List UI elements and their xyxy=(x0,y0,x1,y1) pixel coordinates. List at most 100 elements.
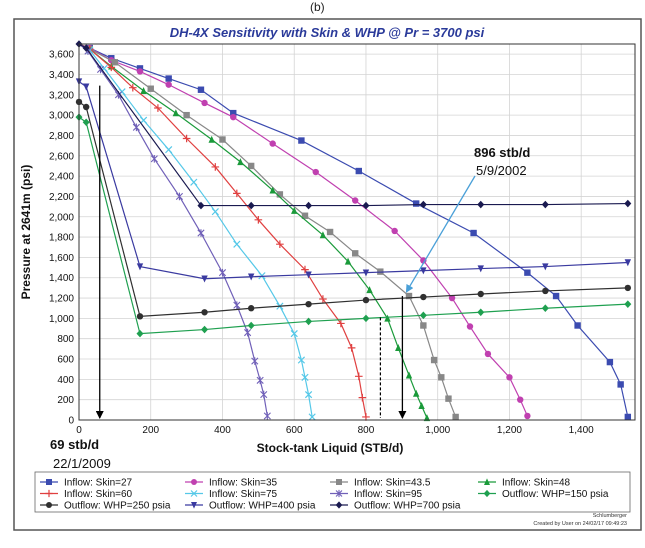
y-axis-label: Pressure at 2641m (psi) xyxy=(19,165,33,300)
legend-marker xyxy=(191,479,197,485)
y-tick-label: 0 xyxy=(68,416,74,427)
data-point xyxy=(420,322,427,329)
data-point xyxy=(308,413,316,421)
data-point xyxy=(82,83,90,91)
plot-area xyxy=(79,44,635,420)
x-axis-label: Stock-tank Liquid (STB/d) xyxy=(257,441,404,455)
data-point xyxy=(337,319,345,328)
x-tick-label: 1,200 xyxy=(497,425,522,436)
x-tick-label: 600 xyxy=(286,425,303,436)
data-point xyxy=(574,322,581,329)
data-point xyxy=(301,373,309,381)
y-tick-label: 1,400 xyxy=(49,273,74,284)
data-point xyxy=(247,201,255,210)
data-point xyxy=(624,259,632,267)
y-tick-label: 3,000 xyxy=(49,111,74,122)
data-point xyxy=(362,201,370,210)
tick-labels: 0 200 400 600 800 1,000 1,200 1,400 0 200 400 600 80… xyxy=(49,50,594,436)
data-point xyxy=(419,311,427,320)
data-point xyxy=(412,389,420,397)
data-point xyxy=(438,374,445,381)
data-point xyxy=(405,371,413,379)
series-line xyxy=(78,43,528,417)
annotation-69-date: 22/1/2009 xyxy=(53,456,111,471)
data-point xyxy=(136,263,144,271)
data-point xyxy=(139,116,148,124)
legend-label: Outflow: WHP=150 psia xyxy=(502,489,609,500)
data-point xyxy=(352,197,359,204)
data-point xyxy=(301,265,309,274)
legend-item: Outflow: WHP=700 psia xyxy=(330,501,461,512)
y-tick-label: 400 xyxy=(57,375,74,386)
x-tick-label: 800 xyxy=(358,425,375,436)
data-point xyxy=(165,81,172,88)
data-point xyxy=(233,189,241,198)
legend-item: Inflow: Skin=43.5 xyxy=(330,478,431,489)
series-layer xyxy=(75,40,632,422)
data-point xyxy=(208,135,215,143)
legend-label: Inflow: Skin=35 xyxy=(209,478,278,489)
data-point xyxy=(197,201,205,210)
data-point xyxy=(541,200,549,209)
data-point xyxy=(506,374,513,381)
data-point xyxy=(352,250,359,257)
data-point xyxy=(305,317,313,326)
data-point xyxy=(233,301,241,309)
data-point xyxy=(606,358,614,366)
data-point xyxy=(136,313,144,320)
data-point xyxy=(219,136,226,143)
y-tick-label: 2,200 xyxy=(49,192,74,203)
data-point xyxy=(150,155,158,163)
data-point xyxy=(552,292,560,300)
x-tick-label: 200 xyxy=(142,425,159,436)
data-point xyxy=(276,191,284,198)
data-point xyxy=(175,192,184,201)
data-point xyxy=(260,390,268,399)
grid xyxy=(78,44,635,421)
data-point xyxy=(82,44,90,52)
data-point xyxy=(269,186,276,194)
data-point xyxy=(524,269,531,276)
data-point xyxy=(111,59,119,66)
data-point xyxy=(276,240,284,248)
data-point xyxy=(347,344,356,352)
data-point xyxy=(251,357,259,365)
data-point xyxy=(201,275,208,283)
data-point xyxy=(82,103,90,111)
y-tick-label: 3,200 xyxy=(49,90,74,101)
data-point xyxy=(140,86,147,94)
data-point xyxy=(448,294,456,302)
data-point xyxy=(358,393,367,402)
data-point xyxy=(445,395,452,402)
data-point xyxy=(420,267,427,275)
legend-marker xyxy=(335,501,343,509)
chart-title: DH-4X Sensitivity with Skin & WHP @ Pr =… xyxy=(170,25,485,40)
data-point xyxy=(230,109,237,117)
figure-label: (b) xyxy=(310,0,325,14)
data-point xyxy=(624,413,632,421)
data-point xyxy=(82,118,90,127)
data-point xyxy=(624,199,632,208)
annotation-pointer xyxy=(405,175,476,293)
data-point xyxy=(190,178,198,186)
data-point xyxy=(201,99,208,107)
data-point xyxy=(391,227,398,235)
data-point xyxy=(362,296,370,304)
legend-label: Inflow: Skin=48 xyxy=(502,478,571,489)
data-point xyxy=(362,314,370,323)
data-point xyxy=(107,63,116,72)
legend-marker xyxy=(483,489,491,498)
data-point xyxy=(154,104,162,112)
y-tick-label: 600 xyxy=(57,355,74,366)
data-point xyxy=(477,308,485,317)
legend-label: Inflow: Skin=43.5 xyxy=(354,478,431,489)
y-tick-label: 2,600 xyxy=(49,151,74,162)
legend-label: Outflow: WHP=700 psia xyxy=(354,501,461,512)
legend-item: Inflow: Skin=48 xyxy=(478,478,571,489)
y-tick-label: 800 xyxy=(57,334,74,345)
data-point xyxy=(305,271,312,279)
legend-label: Outflow: WHP=250 psia xyxy=(64,501,171,512)
data-point xyxy=(524,412,531,420)
data-point xyxy=(211,163,220,171)
